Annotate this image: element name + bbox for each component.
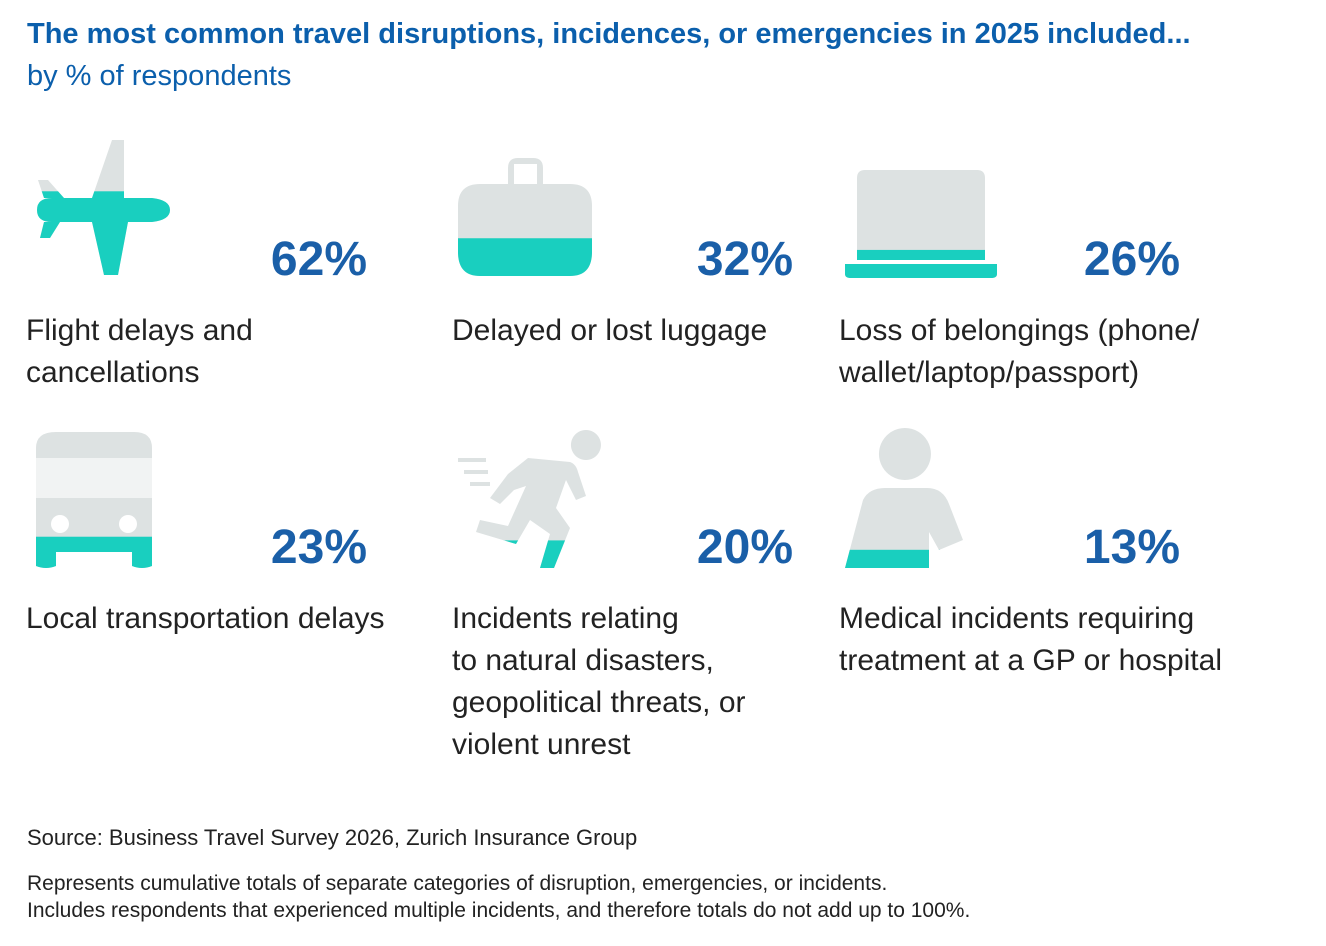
subtitle: by % of respondents (27, 60, 292, 92)
value-label: 26% (1083, 233, 1180, 286)
icon-fill (458, 540, 601, 568)
icon (458, 158, 592, 276)
category-label: Incidents relating to natural disasters,… (452, 602, 746, 761)
value-label: 62% (270, 233, 367, 286)
notes: Represents cumulative totals of separate… (27, 872, 971, 922)
icon-base (458, 430, 601, 568)
value-label: 20% (696, 521, 793, 574)
value-label: 13% (1083, 521, 1180, 574)
title: The most common travel disruptions, inci… (27, 18, 1191, 50)
bus-light (51, 515, 69, 533)
category-label: Loss of belongings (phone/ wallet/laptop… (839, 314, 1200, 389)
icon-base (845, 170, 997, 278)
value-label: 23% (270, 521, 367, 574)
icon (36, 432, 152, 568)
icon-fill (845, 549, 963, 568)
source: Source: Business Travel Survey 2026, Zur… (27, 825, 638, 850)
bus-window (36, 458, 152, 498)
category-label: Flight delays and cancellations (26, 314, 253, 389)
icon (37, 140, 170, 275)
category-label: Medical incidents requiring treatment at… (839, 602, 1222, 677)
icon-fill (37, 191, 170, 275)
bus-light (119, 515, 137, 533)
icon (458, 430, 601, 568)
category-label: Delayed or lost luggage (452, 314, 768, 347)
icon-fill (36, 536, 152, 568)
icon-fill (845, 249, 997, 278)
icon-base (845, 428, 963, 568)
icon-fill (458, 238, 592, 276)
icon (845, 170, 997, 278)
icon (845, 428, 963, 568)
value-label: 32% (696, 233, 793, 286)
category-label: Local transportation delays (26, 602, 385, 635)
